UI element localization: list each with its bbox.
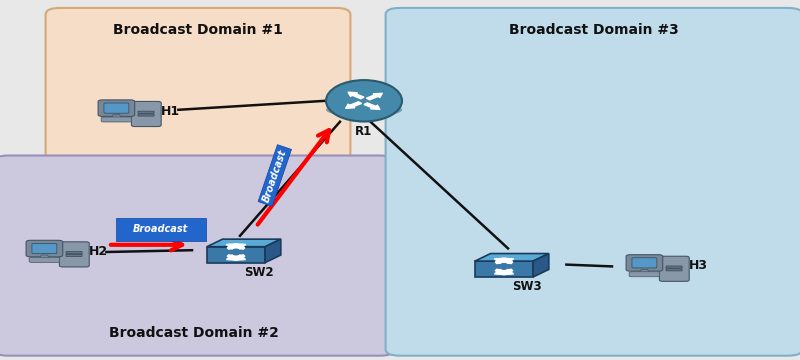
Polygon shape [265,239,281,262]
FancyBboxPatch shape [46,8,350,208]
FancyArrow shape [494,269,513,275]
FancyArrow shape [348,92,364,99]
Text: SW3: SW3 [513,280,542,293]
FancyArrow shape [226,244,245,249]
FancyBboxPatch shape [29,257,60,262]
Text: H1: H1 [161,104,180,118]
Text: H2: H2 [89,245,108,258]
FancyBboxPatch shape [66,255,82,256]
FancyBboxPatch shape [98,100,134,116]
FancyBboxPatch shape [626,255,662,271]
FancyBboxPatch shape [0,156,394,356]
Polygon shape [207,247,265,262]
FancyArrow shape [494,258,513,264]
FancyBboxPatch shape [26,240,62,257]
FancyBboxPatch shape [116,218,206,241]
FancyBboxPatch shape [32,243,57,253]
Polygon shape [39,255,50,258]
Polygon shape [475,253,549,261]
Text: Broadcast: Broadcast [133,224,189,234]
FancyBboxPatch shape [101,117,132,122]
Ellipse shape [326,103,402,117]
Polygon shape [207,239,281,247]
Polygon shape [639,269,650,273]
FancyArrow shape [227,244,246,249]
FancyBboxPatch shape [66,252,82,254]
Polygon shape [111,114,122,118]
FancyBboxPatch shape [386,8,800,356]
Ellipse shape [326,80,402,122]
Text: Broadcast: Broadcast [261,148,289,203]
FancyBboxPatch shape [632,258,657,268]
Text: Broadcast Domain #2: Broadcast Domain #2 [109,326,279,340]
FancyArrow shape [364,103,380,109]
FancyBboxPatch shape [629,272,660,277]
Text: R1: R1 [355,125,373,138]
FancyArrow shape [227,255,246,260]
FancyArrow shape [366,93,382,100]
FancyArrow shape [346,102,362,108]
FancyBboxPatch shape [659,256,689,282]
FancyBboxPatch shape [666,266,682,268]
FancyBboxPatch shape [138,111,154,113]
Polygon shape [533,253,549,277]
Text: SW2: SW2 [245,266,274,279]
FancyArrow shape [226,255,245,260]
FancyBboxPatch shape [131,102,162,126]
FancyBboxPatch shape [59,242,90,267]
FancyArrow shape [495,269,514,275]
Text: Broadcast Domain #3: Broadcast Domain #3 [509,23,679,37]
Polygon shape [475,261,533,277]
FancyArrow shape [495,258,514,264]
Text: Broadcast Domain #1: Broadcast Domain #1 [113,23,283,37]
Text: H3: H3 [689,259,707,273]
FancyBboxPatch shape [138,114,154,116]
FancyBboxPatch shape [666,269,682,271]
FancyBboxPatch shape [104,103,129,113]
